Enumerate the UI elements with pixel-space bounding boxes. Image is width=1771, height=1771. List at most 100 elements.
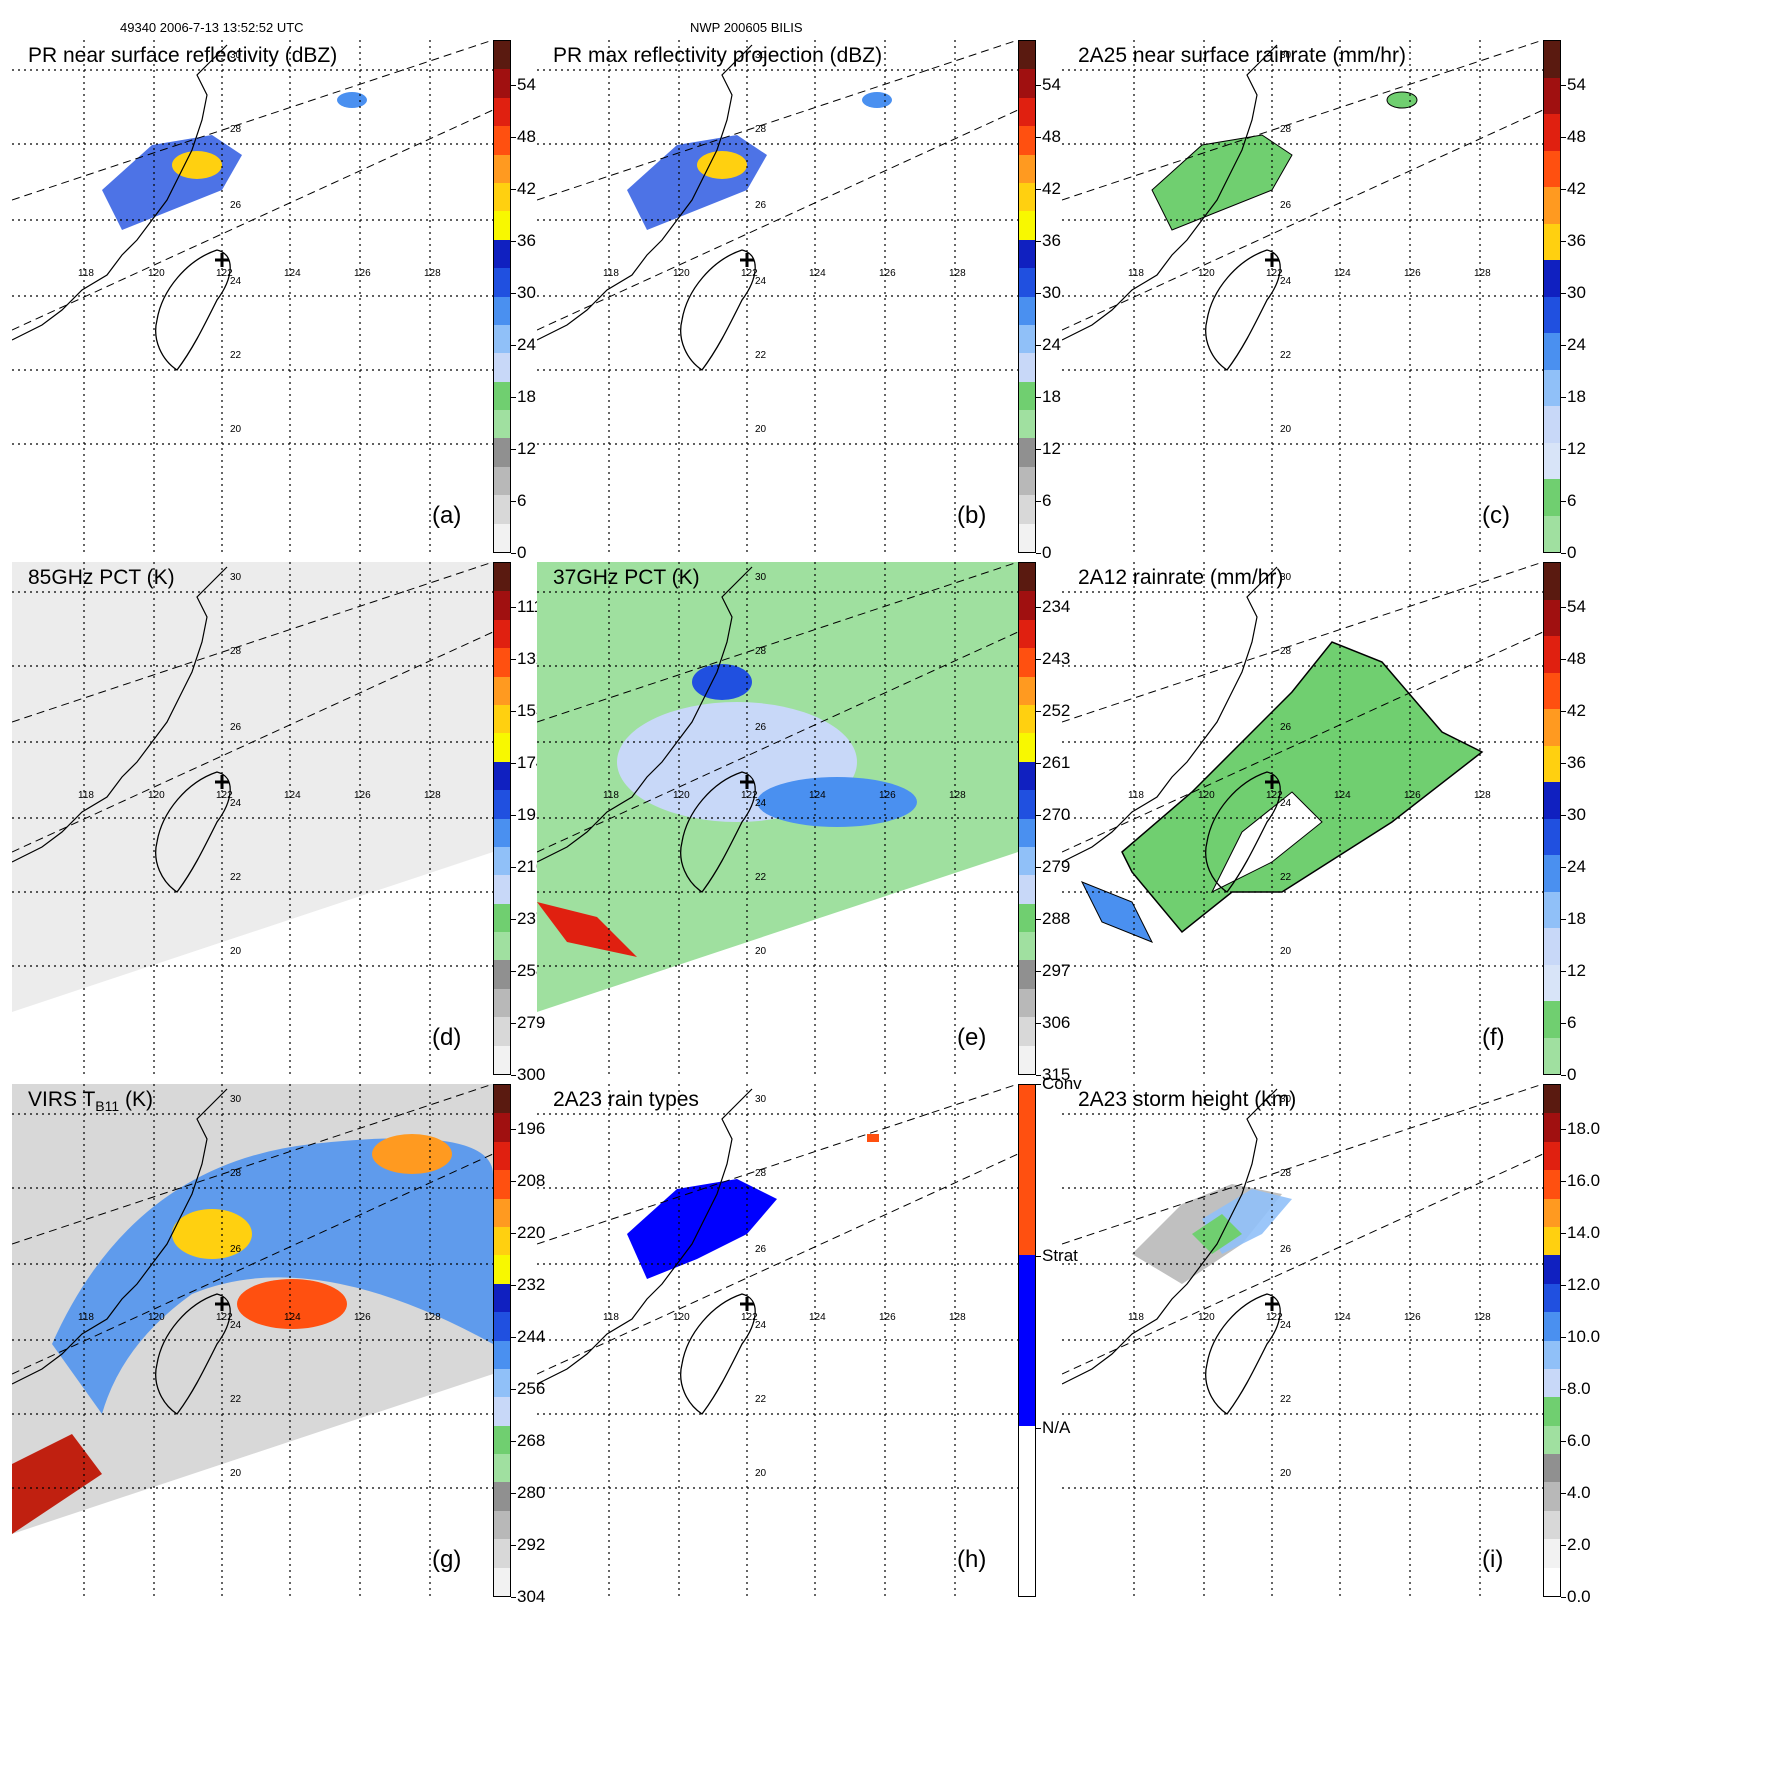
colorbar-tick-mark — [1561, 1441, 1566, 1442]
colorbar-tick-mark — [511, 293, 516, 294]
colorbar-segment — [494, 324, 510, 354]
colorbar-tick-label: 30 — [1567, 283, 1586, 302]
lon-label: 120 — [673, 790, 690, 801]
colorbar-segment — [494, 182, 510, 212]
panel-title-suffix: (K) — [119, 1088, 153, 1111]
colorbar-tick-label: 24 — [1567, 335, 1586, 354]
rain-band — [1080, 881, 1154, 943]
lat-label: 30 — [755, 1094, 767, 1105]
lat-label: 30 — [755, 50, 767, 61]
colorbar-segment — [494, 438, 510, 467]
colorbar-tick-label: 12 — [1567, 961, 1586, 980]
panel-title-text: 85GHz PCT (K) — [28, 566, 175, 589]
colorbar-segment — [1019, 1340, 1035, 1426]
swath-edge — [1062, 40, 1543, 201]
colorbar-segment — [1544, 1397, 1560, 1426]
warm-region — [12, 1434, 102, 1534]
colorbar-tick-mark — [511, 1441, 516, 1442]
colorbar-tick-label: 18 — [517, 387, 536, 406]
colorbar-tick-mark — [511, 449, 516, 450]
colorbar-tick-label: 196 — [517, 1119, 546, 1138]
swath-edge — [12, 562, 493, 723]
conv-cell — [867, 1134, 879, 1142]
china-coastline — [1062, 44, 1278, 341]
panel-title: 2A23 storm height (km) — [1078, 1088, 1296, 1112]
lat-label: 30 — [1280, 50, 1292, 61]
lat-label: 22 — [230, 872, 242, 883]
colorbar-tick-mark — [1036, 501, 1041, 502]
dry-region — [1210, 791, 1323, 894]
colorbar-segment — [1019, 648, 1035, 677]
colorbar-segment — [1019, 591, 1035, 620]
colorbar-tick-label: 48 — [1567, 127, 1586, 146]
colorbar-segment — [494, 466, 510, 496]
colorbar-segment — [1019, 410, 1035, 439]
colorbar-segment — [494, 1340, 510, 1369]
colorbar-tick-label: 18 — [1567, 387, 1586, 406]
lat-label: 24 — [1280, 276, 1292, 287]
lon-label: 118 — [1128, 790, 1144, 801]
lat-label: 20 — [755, 1468, 767, 1479]
colorbar-tick-mark — [511, 189, 516, 190]
colorbar-segment — [1019, 239, 1035, 269]
colorbar-tick-mark — [511, 397, 516, 398]
lon-label: 126 — [1404, 790, 1421, 801]
colorbar-tick-mark — [511, 1075, 516, 1076]
swath-edge — [1062, 1084, 1543, 1245]
colorbar-tick-mark — [1561, 241, 1566, 242]
colorbar-tick-label: 18 — [1567, 909, 1586, 928]
typhoon-center-marker — [215, 253, 229, 267]
colorbar-segment — [1019, 182, 1035, 212]
colorbar-segment — [494, 960, 510, 989]
colorbar-tick-label: 54 — [517, 75, 536, 94]
panel-label: (c) — [1482, 502, 1510, 529]
lat-label: 26 — [230, 200, 242, 211]
lon-label: 122 — [1266, 1312, 1283, 1323]
colorbar-tick-label: 10.0 — [1567, 1327, 1601, 1346]
panel-title-text: VIRS T — [28, 1088, 96, 1111]
lat-label: 26 — [1280, 200, 1292, 211]
colorbar-tick-label: 12 — [517, 439, 536, 458]
colorbar-segment — [494, 903, 510, 933]
colorbar-tick-mark — [1561, 1129, 1566, 1130]
swath-edge — [1062, 631, 1543, 853]
lat-label: 28 — [755, 124, 767, 135]
panel-title-text: 2A23 storm height (km) — [1078, 1088, 1297, 1111]
colorbar-tick-mark — [1561, 867, 1566, 868]
colorbar-tick-label: 244 — [517, 1327, 546, 1346]
colorbar-segment — [1019, 733, 1035, 762]
colorbar-tick-label: 0 — [1042, 543, 1052, 562]
colorbar-segment — [1544, 782, 1560, 819]
colorbar — [1543, 1084, 1561, 1597]
colorbar-segment — [1544, 1113, 1560, 1142]
colorbar-tick-mark — [1561, 1181, 1566, 1182]
colorbar-segment — [494, 1045, 510, 1074]
swath-edge — [12, 40, 493, 201]
map-area: 118 120 122 124 126 128 30 28 26 24 22 20 — [12, 40, 493, 553]
lon-label: 128 — [424, 790, 441, 801]
lon-label: 118 — [78, 268, 94, 279]
colorbar-tick-mark — [511, 1181, 516, 1182]
colorbar-tick-mark — [1561, 659, 1566, 660]
panel-title: PR max reflectivity projection (dBZ) — [553, 44, 882, 68]
colorbar-segment — [1019, 41, 1035, 70]
colorbar-tick-mark — [511, 659, 516, 660]
colorbar-tick-label: 304 — [517, 1587, 546, 1606]
colorbar-tick-mark — [1561, 919, 1566, 920]
colorbar-segment — [1544, 928, 1560, 965]
lon-label: 122 — [741, 790, 758, 801]
map-area: 118 120 122 124 126 128 30 28 26 24 22 20 — [537, 40, 1018, 553]
warm-streak — [537, 902, 637, 957]
colorbar-tick-mark — [1036, 241, 1041, 242]
colorbar-segment — [494, 932, 510, 961]
colorbar-tick-label: 54 — [1567, 75, 1586, 94]
panel-title-subscript: B11 — [95, 1098, 120, 1115]
lat-label: 20 — [1280, 946, 1292, 957]
colorbar-tick-mark — [1561, 553, 1566, 554]
colorbar-tick-mark — [1036, 397, 1041, 398]
cold-band — [757, 777, 917, 827]
colorbar-segment — [1019, 563, 1035, 592]
panel-label: (d) — [432, 1024, 462, 1051]
colorbar-tick-label: 24 — [1567, 857, 1586, 876]
colorbar-segment — [494, 1312, 510, 1341]
